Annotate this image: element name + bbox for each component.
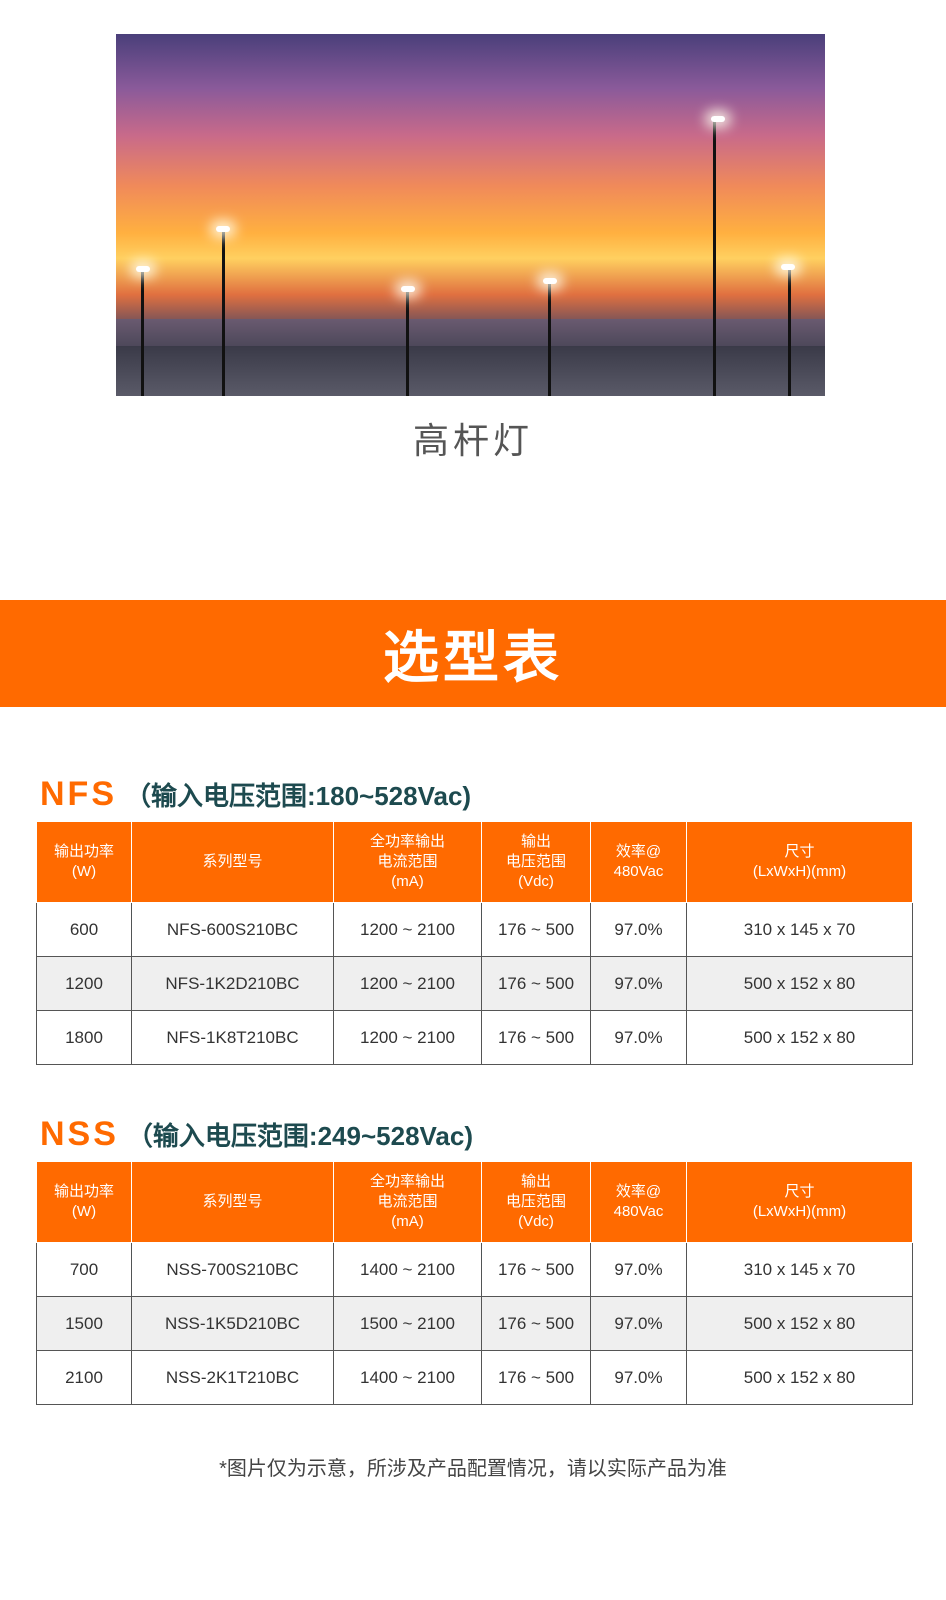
table-header: 输出功率 (W) 系列型号 全功率输出 电流范围 (mA) 输出 电压范围 (V… [36, 1162, 913, 1243]
selection-table-banner: 选型表 [0, 600, 946, 707]
header-current: 全功率输出 电流范围 (mA) [333, 1162, 482, 1243]
table-cell: 176 ~ 500 [481, 1242, 591, 1297]
nss-table: 输出功率 (W) 系列型号 全功率输出 电流范围 (mA) 输出 电压范围 (V… [36, 1162, 913, 1405]
table-cell: NFS-1K8T210BC [131, 1010, 334, 1065]
table-cell: 97.0% [590, 1010, 687, 1065]
table-cell: 600 [36, 902, 132, 957]
table-cell: 1500 [36, 1296, 132, 1351]
photo-caption: 高杆灯 [412, 420, 533, 461]
table-cell: NSS-2K1T210BC [131, 1350, 334, 1405]
table-cell: 1500 ~ 2100 [333, 1296, 482, 1351]
table-cell: 1200 ~ 2100 [333, 902, 482, 957]
header-size: 尺寸 (LxWxH)(mm) [686, 822, 913, 903]
header-model: 系列型号 [131, 1162, 334, 1243]
table-row: 1500 NSS-1K5D210BC 1500 ~ 2100 176 ~ 500 97.… [36, 1296, 913, 1351]
table-cell: 97.0% [590, 956, 687, 1011]
table-cell: 310 x 145 x 70 [686, 1242, 913, 1297]
table-cell: NFS-600S210BC [131, 902, 334, 957]
table-cell: NSS-700S210BC [131, 1242, 334, 1297]
table-row: 700 NSS-700S210BC 1400 ~ 2100 176 ~ 500 97.0… [36, 1242, 913, 1297]
series-code: NFS [40, 775, 117, 813]
table-cell: 1400 ~ 2100 [333, 1242, 482, 1297]
table-row: 2100 NSS-2K1T210BC 1400 ~ 2100 176 ~ 500 97.… [36, 1350, 913, 1405]
header-model: 系列型号 [131, 822, 334, 903]
header-voltage: 输出 电压范围 (Vdc) [481, 1162, 591, 1243]
table-row: 600 NFS-600S210BC 1200 ~ 2100 176 ~ 500 97.0… [36, 902, 913, 957]
table-cell: 500 x 152 x 80 [686, 956, 913, 1011]
header-power: 输出功率 (W) [36, 822, 132, 903]
series-code: NSS [40, 1115, 119, 1153]
nss-section-title: NSS （输入电压范围:249~528Vac) [40, 1115, 473, 1154]
disclaimer-note: *图片仅为示意，所涉及产品配置情况，请以实际产品为准 [219, 1458, 727, 1480]
table-cell: 2100 [36, 1350, 132, 1405]
input-voltage-range: （输入电压范围:249~528Vac) [126, 1121, 474, 1151]
table-cell: 176 ~ 500 [481, 956, 591, 1011]
table-cell: 310 x 145 x 70 [686, 902, 913, 957]
table-cell: 97.0% [590, 1296, 687, 1351]
table-cell: 700 [36, 1242, 132, 1297]
parking-lot [116, 346, 825, 396]
table-cell: 1400 ~ 2100 [333, 1350, 482, 1405]
table-cell: 97.0% [590, 1350, 687, 1405]
header-power: 输出功率 (W) [36, 1162, 132, 1243]
table-cell: 1200 [36, 956, 132, 1011]
table-cell: 1200 ~ 2100 [333, 956, 482, 1011]
input-voltage-range: （输入电压范围:180~528Vac) [125, 781, 472, 811]
table-cell: 500 x 152 x 80 [686, 1010, 913, 1065]
header-efficiency: 效率@ 480Vac [590, 1162, 687, 1243]
table-cell: 176 ~ 500 [481, 1296, 591, 1351]
header-current: 全功率输出 电流范围 (mA) [333, 822, 482, 903]
header-size: 尺寸 (LxWxH)(mm) [686, 1162, 913, 1243]
table-cell: 97.0% [590, 902, 687, 957]
sea [116, 319, 825, 349]
table-cell: NSS-1K5D210BC [131, 1296, 334, 1351]
table-row: 1200 NFS-1K2D210BC 1200 ~ 2100 176 ~ 500 97.… [36, 956, 913, 1011]
table-cell: 176 ~ 500 [481, 1350, 591, 1405]
header-voltage: 输出 电压范围 (Vdc) [481, 822, 591, 903]
table-cell: 500 x 152 x 80 [686, 1350, 913, 1405]
table-cell: 176 ~ 500 [481, 902, 591, 957]
header-efficiency: 效率@ 480Vac [590, 822, 687, 903]
nfs-table: 输出功率 (W) 系列型号 全功率输出 电流范围 (mA) 输出 电压范围 (V… [36, 822, 913, 1065]
high-pole-light-photo [116, 34, 825, 396]
table-cell: 176 ~ 500 [481, 1010, 591, 1065]
table-cell: 500 x 152 x 80 [686, 1296, 913, 1351]
table-cell: 97.0% [590, 1242, 687, 1297]
table-cell: 1200 ~ 2100 [333, 1010, 482, 1065]
nfs-section-title: NFS （输入电压范围:180~528Vac) [40, 775, 471, 814]
table-row: 1800 NFS-1K8T210BC 1200 ~ 2100 176 ~ 500 97.… [36, 1010, 913, 1065]
table-cell: NFS-1K2D210BC [131, 956, 334, 1011]
table-header: 输出功率 (W) 系列型号 全功率输出 电流范围 (mA) 输出 电压范围 (V… [36, 822, 913, 903]
table-cell: 1800 [36, 1010, 132, 1065]
